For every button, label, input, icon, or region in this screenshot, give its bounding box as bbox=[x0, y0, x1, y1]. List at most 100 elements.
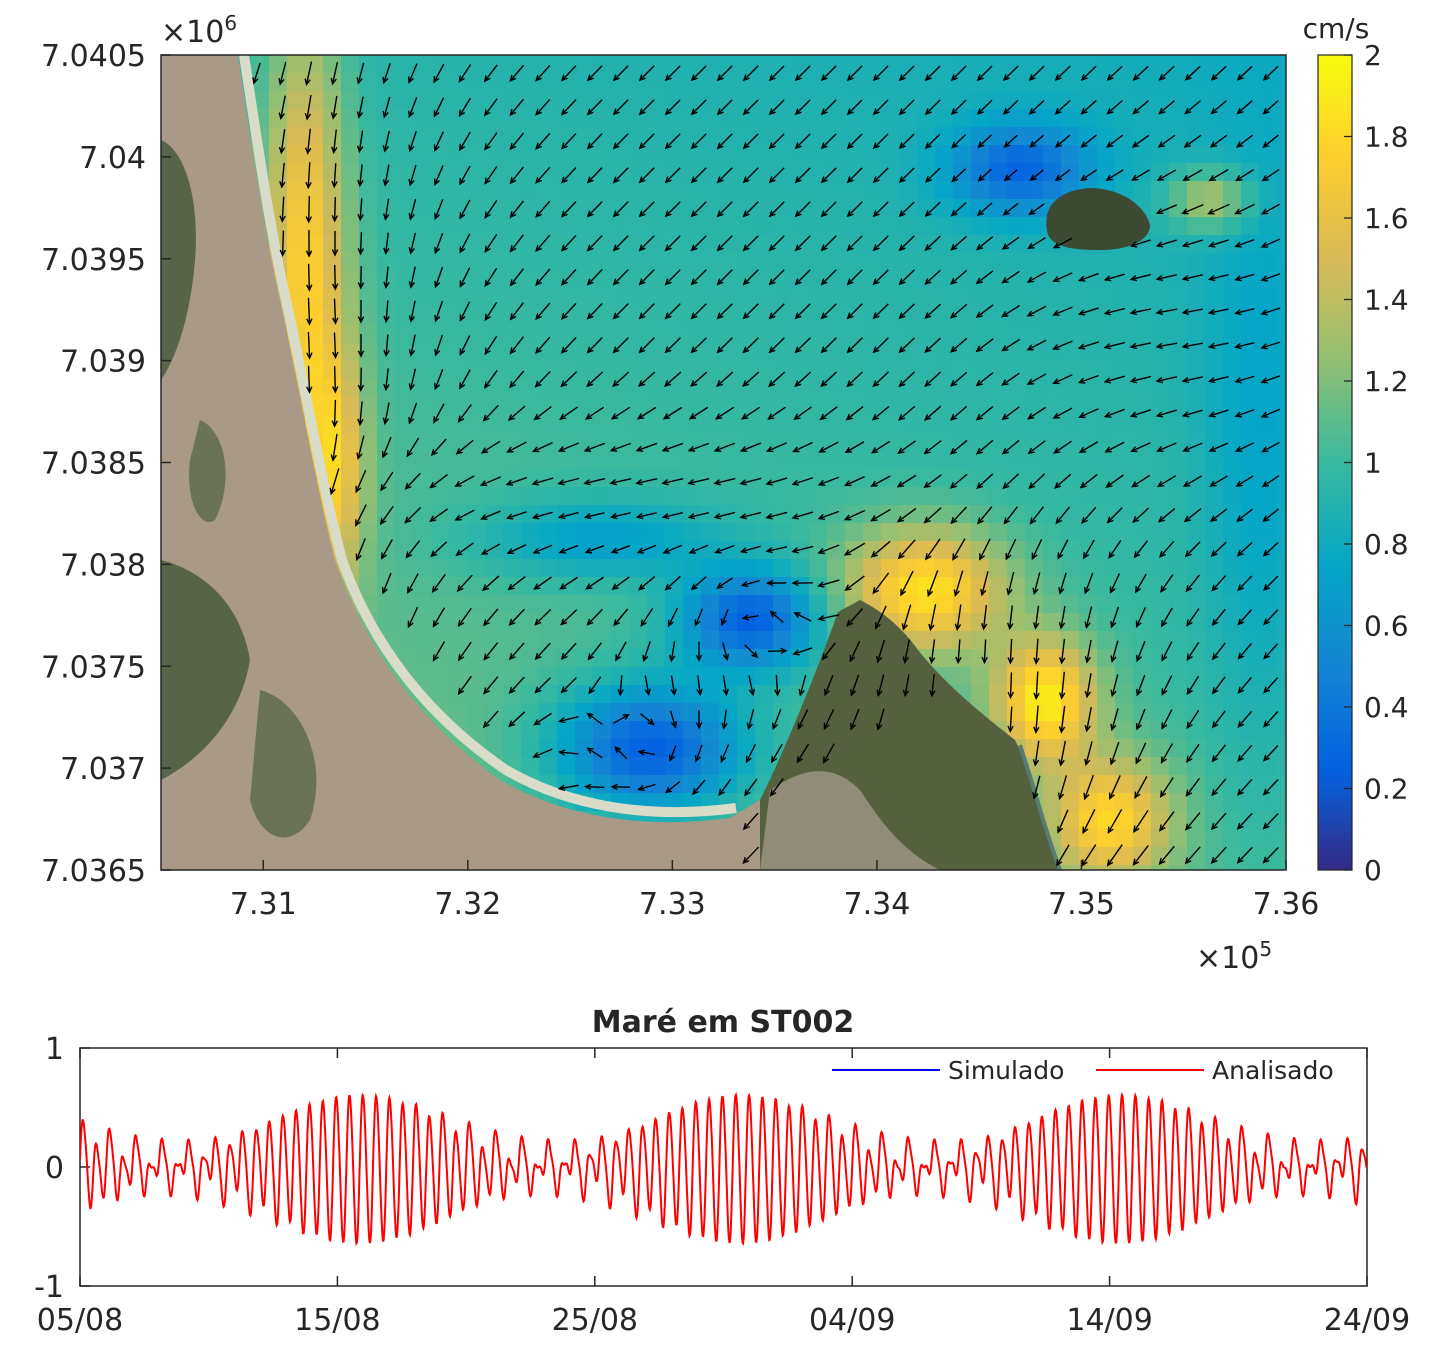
velocity-arrow bbox=[508, 676, 525, 695]
heatmap-cell bbox=[1133, 631, 1152, 650]
heatmap-cell bbox=[611, 631, 630, 650]
velocity-arrow bbox=[739, 545, 761, 554]
heatmap-cell bbox=[809, 451, 828, 470]
heatmap-cell bbox=[485, 217, 504, 236]
heatmap-cell bbox=[1043, 433, 1062, 452]
heatmap-cell bbox=[953, 55, 972, 74]
velocity-arrow bbox=[1236, 65, 1253, 81]
heatmap-cell bbox=[989, 217, 1008, 236]
velocity-arrow bbox=[924, 201, 941, 217]
velocity-arrow bbox=[1184, 812, 1201, 831]
heatmap-cell bbox=[845, 487, 864, 506]
heatmap-cell bbox=[971, 343, 990, 362]
heatmap-cell bbox=[737, 649, 756, 668]
heatmap-cell bbox=[1115, 289, 1134, 308]
velocity-arrow bbox=[768, 303, 785, 320]
heatmap-cell bbox=[1115, 577, 1134, 596]
velocity-arrow bbox=[950, 235, 968, 251]
heatmap-cell bbox=[629, 757, 648, 776]
velocity-arrow bbox=[531, 441, 553, 453]
heatmap-cell bbox=[539, 667, 558, 686]
heatmap-cell bbox=[485, 289, 504, 308]
heatmap-cell bbox=[647, 721, 666, 740]
heatmap-cell bbox=[431, 73, 450, 92]
heatmap-cell bbox=[989, 343, 1008, 362]
velocity-arrow bbox=[1260, 238, 1281, 248]
velocity-arrow bbox=[1155, 239, 1177, 248]
heatmap-cell bbox=[1187, 685, 1206, 704]
velocity-arrow bbox=[1260, 307, 1281, 316]
velocity-arrow bbox=[1234, 307, 1255, 316]
velocity-arrow bbox=[667, 607, 679, 628]
heatmap-cell bbox=[1169, 91, 1188, 110]
velocity-arrow bbox=[1184, 65, 1201, 81]
heatmap-cell bbox=[1223, 703, 1242, 722]
heatmap-cell bbox=[1025, 415, 1044, 434]
velocity-arrow bbox=[383, 232, 390, 255]
velocity-arrow bbox=[1082, 539, 1095, 560]
velocity-arrow bbox=[509, 370, 525, 389]
heatmap-cell bbox=[683, 487, 702, 506]
velocity-arrow bbox=[1132, 844, 1149, 866]
heatmap-cell bbox=[665, 397, 684, 416]
heatmap-cell bbox=[1061, 631, 1080, 650]
heatmap-cell bbox=[503, 451, 522, 470]
heatmap-cell bbox=[629, 487, 648, 506]
heatmap-cell bbox=[1115, 757, 1134, 776]
heatmap-cell bbox=[1205, 379, 1224, 398]
heatmap-cell bbox=[1061, 613, 1080, 632]
heatmap-cell bbox=[935, 163, 954, 182]
velocity-arrow bbox=[1084, 673, 1092, 699]
velocity-arrow bbox=[670, 675, 677, 697]
velocity-arrow bbox=[583, 477, 606, 486]
velocity-arrow bbox=[588, 676, 602, 695]
velocity-arrow bbox=[876, 674, 885, 698]
heatmap-cell bbox=[1241, 325, 1260, 344]
heatmap-cell bbox=[737, 343, 756, 362]
heatmap-cell bbox=[1097, 631, 1116, 650]
heatmap-cell bbox=[593, 235, 612, 254]
heatmap-cell bbox=[1169, 163, 1188, 182]
heatmap-cell bbox=[827, 235, 846, 254]
velocity-arrow bbox=[560, 234, 577, 252]
heatmap-cell bbox=[449, 613, 468, 632]
velocity-arrow bbox=[664, 269, 681, 286]
land-west-vegetation bbox=[161, 140, 250, 780]
heatmap-cell bbox=[1169, 631, 1188, 650]
velocity-arrow bbox=[924, 235, 941, 252]
velocity-arrow bbox=[1236, 812, 1253, 830]
heatmap-cell bbox=[1133, 667, 1152, 686]
heatmap-cell bbox=[1223, 847, 1242, 866]
heatmap-cell bbox=[1025, 127, 1044, 146]
heatmap-cell bbox=[1241, 505, 1260, 524]
heatmap-cell bbox=[1043, 775, 1062, 794]
heatmap-cell bbox=[575, 703, 594, 722]
velocity-arrow bbox=[1080, 65, 1097, 81]
heatmap-cell bbox=[1169, 775, 1188, 794]
heatmap-cell bbox=[971, 109, 990, 128]
heatmap-cell bbox=[953, 379, 972, 398]
heatmap-cell bbox=[539, 109, 558, 128]
heatmap-cell bbox=[1259, 757, 1278, 776]
heatmap-cell bbox=[647, 271, 666, 290]
heatmap-cell bbox=[341, 217, 360, 236]
heatmap-cell bbox=[467, 145, 486, 164]
heatmap-cell bbox=[701, 685, 720, 704]
velocity-arrow bbox=[506, 441, 527, 453]
heatmap-cell bbox=[917, 217, 936, 236]
heatmap-cell bbox=[845, 505, 864, 524]
heatmap-cell bbox=[1223, 379, 1242, 398]
heatmap-cell bbox=[1187, 271, 1206, 290]
heatmap-cell bbox=[935, 649, 954, 668]
heatmap-cell bbox=[1007, 595, 1026, 614]
velocity-arrow bbox=[876, 708, 885, 731]
beach-strip bbox=[239, 55, 737, 818]
velocity-arrow bbox=[1156, 442, 1177, 452]
heatmap-cell bbox=[521, 757, 540, 776]
heatmap-cell bbox=[539, 73, 558, 92]
velocity-arrow bbox=[611, 576, 630, 590]
heatmap-cell bbox=[1169, 235, 1188, 254]
heatmap-cell bbox=[1151, 703, 1170, 722]
heatmap-cell bbox=[323, 307, 342, 326]
heatmap-cell bbox=[989, 685, 1008, 704]
